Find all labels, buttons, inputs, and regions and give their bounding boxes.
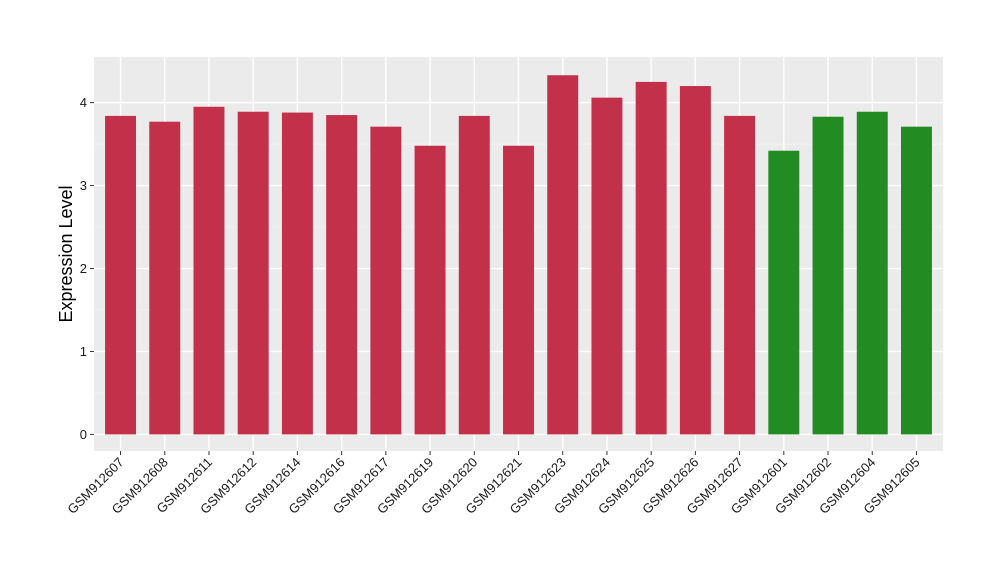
bar-gsm912627 [724, 115, 756, 435]
bar-gsm912605 [900, 126, 932, 435]
y-axis: 0 1 2 3 4 [80, 95, 94, 442]
x-axis: GSM912607GSM912608GSM912611GSM912612GSM9… [64, 451, 923, 517]
bar-gsm912626 [679, 86, 711, 435]
bar-gsm912620 [458, 115, 490, 435]
bar-gsm912624 [591, 97, 623, 435]
bar-gsm912619 [414, 145, 446, 435]
y-tick-label: 0 [80, 427, 87, 442]
y-axis-title: Expression Level [56, 185, 76, 322]
bar-gsm912621 [503, 145, 534, 435]
bar-gsm912602 [812, 116, 844, 435]
bar-gsm912607 [105, 115, 137, 435]
bar-gsm912617 [370, 126, 402, 435]
y-tick-label: 4 [80, 95, 87, 110]
y-tick-label: 3 [80, 178, 87, 193]
bar-gsm912611 [193, 106, 225, 435]
y-tick-label: 1 [80, 344, 87, 359]
bar-gsm912614 [281, 112, 313, 435]
bar-gsm912612 [237, 111, 269, 435]
bars-group [105, 75, 932, 435]
bar-gsm912601 [768, 150, 800, 435]
bar-gsm912608 [149, 121, 181, 435]
bar-gsm912616 [326, 115, 358, 435]
bar-gsm912623 [547, 75, 579, 435]
bar-gsm912604 [856, 111, 888, 435]
y-tick-label: 2 [80, 261, 87, 276]
bar-gsm912625 [635, 81, 667, 435]
